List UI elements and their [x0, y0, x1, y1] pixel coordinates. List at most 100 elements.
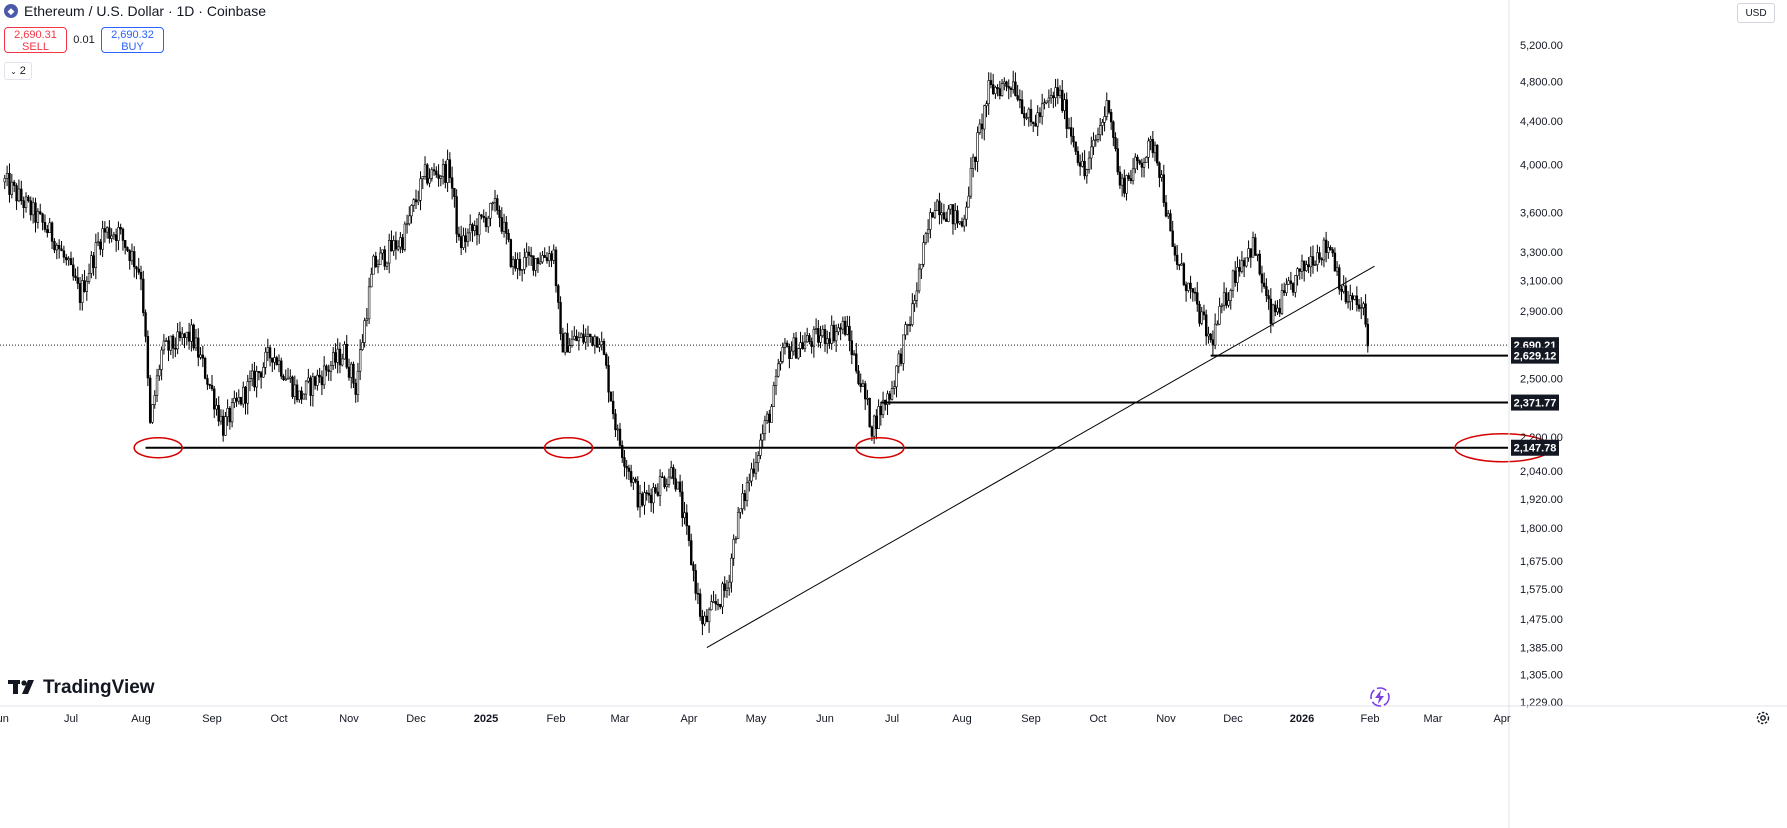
candle-body: [1147, 140, 1150, 158]
candle-body: [998, 88, 1002, 96]
candle-body: [774, 375, 778, 386]
candle-body: [532, 255, 535, 271]
tradingview-logo[interactable]: TradingView: [8, 677, 155, 699]
candle-body: [432, 169, 436, 172]
candle-body: [595, 336, 599, 348]
trendline[interactable]: [706, 265, 1375, 649]
candle-body: [859, 383, 862, 387]
candle-body: [698, 593, 702, 617]
candle-body: [983, 105, 986, 130]
candle-body: [1011, 81, 1015, 90]
candle-body: [616, 428, 619, 431]
candle-body: [1032, 121, 1035, 124]
candle-body: [367, 286, 371, 320]
candle-body: [584, 336, 587, 343]
candle-body: [514, 259, 517, 269]
candle-body: [870, 426, 874, 437]
candle-body: [837, 327, 840, 333]
candle-body: [103, 228, 107, 233]
x-tick-label: Jun: [0, 713, 9, 725]
candle-body: [736, 511, 740, 539]
candle-body: [329, 365, 333, 372]
candle-body: [374, 255, 377, 268]
candle-body: [618, 428, 622, 446]
candle-body: [1074, 141, 1077, 152]
candle-body: [1134, 156, 1137, 170]
candle-body: [723, 583, 726, 591]
candle-body: [942, 212, 946, 220]
candle-body: [987, 80, 990, 104]
x-tick-label: Sep: [202, 713, 222, 725]
candle-body: [1160, 174, 1163, 178]
candle-body: [969, 168, 973, 197]
candle-body: [1364, 303, 1367, 325]
candle-body: [636, 481, 640, 508]
candle-body: [817, 328, 820, 343]
candle-body: [446, 159, 449, 183]
sell-button[interactable]: 2,690.31 SELL: [4, 27, 67, 53]
candle-body: [128, 250, 131, 262]
candle-body: [1127, 175, 1130, 179]
candle-body: [765, 413, 769, 421]
candle-body: [1200, 311, 1203, 324]
candle-body: [1316, 252, 1319, 265]
candle-body: [1056, 87, 1060, 96]
candle-body: [1000, 83, 1004, 96]
indicators-toggle[interactable]: ⌄ 2: [4, 62, 32, 80]
settings-gear-icon[interactable]: [1755, 710, 1771, 726]
symbol-header[interactable]: ◆ Ethereum / U.S. Dollar · 1D · Coinbase: [4, 3, 266, 19]
candle-body: [55, 244, 59, 251]
candle-body: [286, 377, 290, 380]
candle-body: [967, 195, 970, 208]
candle-body: [579, 333, 583, 338]
candle-body: [649, 494, 653, 504]
candle-body: [931, 212, 934, 218]
candle-body: [39, 211, 42, 215]
candle-body: [484, 217, 488, 228]
candle-body: [57, 244, 61, 250]
candle-body: [489, 202, 492, 219]
candle-body: [139, 271, 143, 280]
candle-body: [768, 413, 771, 423]
candle-body: [1196, 292, 1199, 305]
candle-body: [94, 242, 98, 268]
candle-body: [797, 348, 800, 359]
candle-body: [516, 258, 519, 269]
candle-body: [828, 338, 831, 344]
candle-body: [162, 340, 166, 351]
candle-body: [1251, 237, 1255, 258]
candle-body: [589, 333, 592, 337]
candle-body: [206, 378, 209, 385]
candle-body: [148, 377, 152, 423]
candle-body: [1009, 87, 1013, 90]
candle-body: [444, 164, 447, 183]
candle-body: [994, 87, 997, 94]
highlight-circle[interactable]: [855, 436, 905, 459]
x-tick-label: Apr: [680, 713, 697, 725]
candle-body: [473, 225, 476, 231]
buy-label: BUY: [121, 41, 144, 53]
candle-body: [394, 240, 398, 250]
candle-body: [935, 200, 939, 211]
candle-body: [48, 222, 51, 233]
candle-body: [701, 616, 704, 625]
candle-body: [277, 360, 281, 365]
candle-body: [137, 268, 140, 273]
candle-body: [34, 202, 37, 223]
candle-body: [419, 178, 422, 201]
currency-button[interactable]: USD: [1737, 3, 1775, 23]
candle-body: [31, 202, 35, 216]
candle-body: [439, 175, 443, 179]
candle-body: [707, 609, 711, 623]
candle-body: [989, 80, 993, 85]
sell-label: SELL: [22, 41, 49, 53]
highlight-circle[interactable]: [133, 436, 183, 459]
buy-button[interactable]: 2,690.32 BUY: [101, 27, 164, 53]
lightning-icon[interactable]: [1369, 686, 1391, 708]
candle-body: [74, 275, 77, 279]
candle-body: [410, 205, 413, 217]
candle-body: [1338, 267, 1341, 290]
candle-body: [1355, 295, 1359, 306]
highlight-circle[interactable]: [543, 436, 594, 459]
